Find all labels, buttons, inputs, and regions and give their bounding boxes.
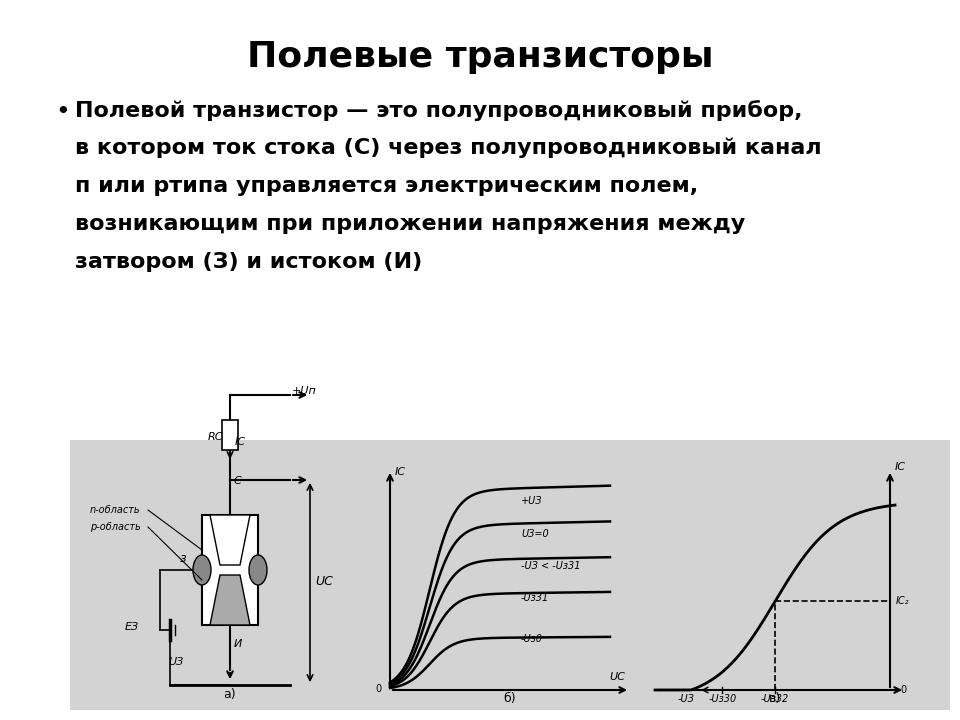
Text: Полевой транзистор — это полупроводниковый прибор,: Полевой транзистор — это полупроводников…: [75, 100, 803, 121]
Text: возникающим при приложении напряжения между: возникающим при приложении напряжения ме…: [75, 214, 745, 234]
Text: IС: IС: [395, 467, 406, 477]
Text: •: •: [55, 100, 70, 124]
Text: -UЗ < -Uз31: -UЗ < -Uз31: [521, 561, 581, 571]
Text: -Uз0: -Uз0: [521, 634, 543, 644]
Text: а): а): [224, 688, 236, 701]
Text: в): в): [769, 692, 781, 705]
Text: И: И: [234, 639, 242, 649]
Text: -Uз31: -Uз31: [521, 593, 549, 603]
Ellipse shape: [249, 555, 267, 585]
Polygon shape: [210, 575, 250, 625]
Text: затвором (З) и истоком (И): затвором (З) и истоком (И): [75, 252, 422, 272]
Text: n-область: n-область: [90, 505, 140, 515]
Text: -UЗ: -UЗ: [678, 694, 695, 704]
Text: p-область: p-область: [90, 522, 141, 532]
Text: EЗ: EЗ: [125, 622, 139, 632]
Text: IС₂: IС₂: [896, 596, 909, 606]
Text: C: C: [234, 476, 242, 486]
Text: IС: IС: [235, 437, 246, 447]
Text: UЗ: UЗ: [168, 657, 183, 667]
Text: 0: 0: [900, 685, 906, 695]
Text: 0: 0: [376, 684, 382, 694]
Text: UЗ=0: UЗ=0: [521, 528, 549, 539]
Text: -Uз30: -Uз30: [708, 694, 736, 704]
Bar: [222, 420, 238, 450]
Text: UС: UС: [610, 672, 625, 682]
Bar: [70, 440, 950, 710]
Text: IС: IС: [895, 462, 906, 472]
Text: п или ртипа управляется электрическим полем,: п или ртипа управляется электрическим по…: [75, 176, 698, 196]
Text: в котором ток стока (С) через полупроводниковый канал: в котором ток стока (С) через полупровод…: [75, 138, 822, 158]
Ellipse shape: [193, 555, 211, 585]
Polygon shape: [210, 515, 250, 565]
Text: -Uз32: -Uз32: [761, 694, 789, 704]
Text: Полевые транзисторы: Полевые транзисторы: [247, 40, 713, 74]
Text: б): б): [504, 692, 516, 705]
Text: з: з: [180, 552, 186, 565]
Text: RС: RС: [208, 432, 224, 442]
Text: +Uп: +Uп: [292, 386, 317, 396]
Text: +UЗ: +UЗ: [521, 496, 542, 506]
Bar: [202, 515, 258, 625]
Text: UС: UС: [315, 575, 333, 588]
